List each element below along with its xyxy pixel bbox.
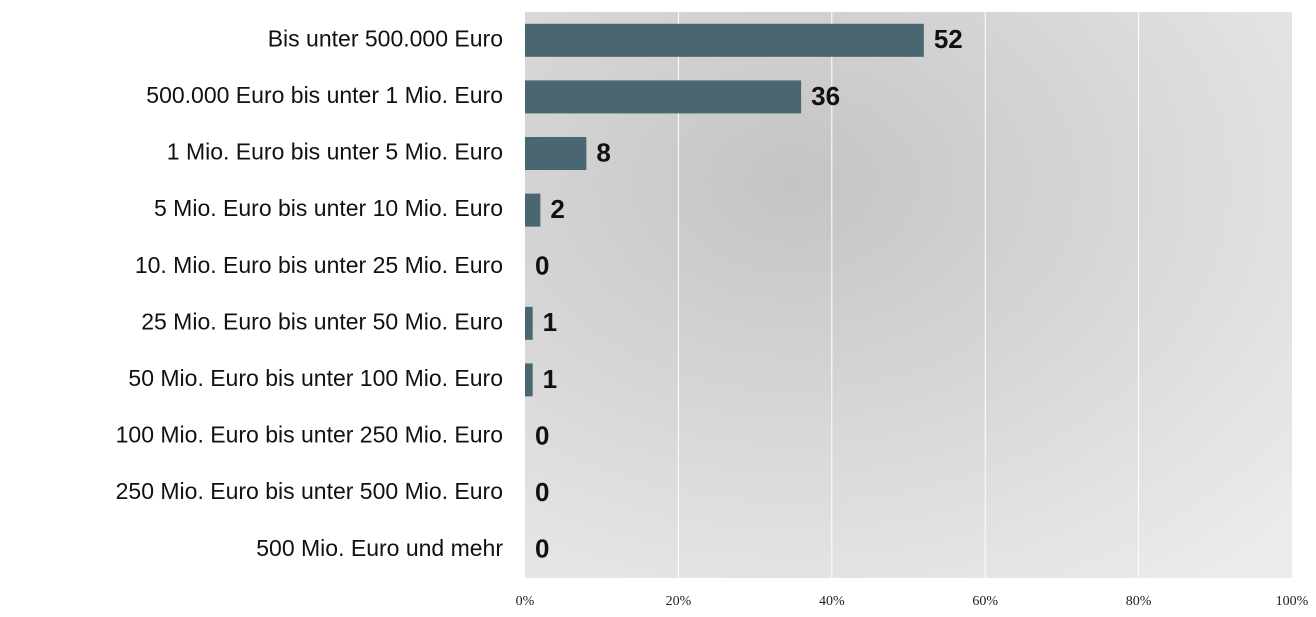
y-tick-label: 5 Mio. Euro bis unter 10 Mio. Euro <box>154 195 503 221</box>
y-tick-label: 500.000 Euro bis unter 1 Mio. Euro <box>146 82 503 108</box>
y-tick-label: 25 Mio. Euro bis unter 50 Mio. Euro <box>141 308 503 334</box>
bar <box>525 80 802 114</box>
x-tick-label: 100% <box>1276 594 1309 609</box>
data-label: 1 <box>543 364 557 394</box>
y-tick-label: 1 Mio. Euro bis unter 5 Mio. Euro <box>167 139 503 165</box>
data-label: 0 <box>535 251 549 281</box>
bar <box>525 23 924 57</box>
data-label: 0 <box>535 420 549 450</box>
data-label: 36 <box>811 81 840 111</box>
y-tick-label: 250 Mio. Euro bis unter 500 Mio. Euro <box>116 478 503 504</box>
y-tick-label: Bis unter 500.000 Euro <box>268 25 503 51</box>
x-tick-label: 80% <box>1126 594 1152 609</box>
data-label: 52 <box>934 24 963 54</box>
y-tick-label: 500 Mio. Euro und mehr <box>256 535 503 561</box>
bar <box>525 193 541 227</box>
bar <box>525 363 533 397</box>
x-tick-label: 60% <box>972 594 998 609</box>
data-label: 0 <box>535 477 549 507</box>
y-tick-label: 10. Mio. Euro bis unter 25 Mio. Euro <box>135 252 503 278</box>
bar <box>525 137 587 170</box>
y-tick-label: 50 Mio. Euro bis unter 100 Mio. Euro <box>128 365 503 391</box>
data-label: 1 <box>543 307 557 337</box>
y-tick-label: 100 Mio. Euro bis unter 250 Mio. Euro <box>116 422 503 448</box>
bar <box>525 306 533 340</box>
x-tick-label: 40% <box>819 594 845 609</box>
x-tick-label: 20% <box>666 594 692 609</box>
data-label: 2 <box>550 194 564 224</box>
data-label: 0 <box>535 534 549 564</box>
x-tick-label: 0% <box>516 594 535 609</box>
data-label: 8 <box>596 137 610 167</box>
